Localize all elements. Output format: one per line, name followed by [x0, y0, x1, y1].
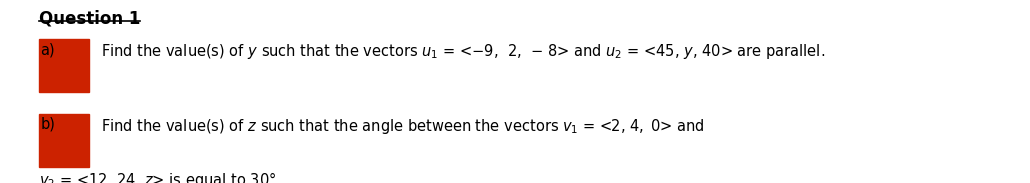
Text: Question 1: Question 1 [38, 9, 140, 27]
Bar [38, 114, 89, 167]
Text: $v_2$ = <12, 24, $z$> is equal to 30°.: $v_2$ = <12, 24, $z$> is equal to 30°. [38, 170, 280, 183]
Text: Find the value(s) of $y$ such that the vectors $u_1$ = <$-$9,  2,  $-$ 8> and $u: Find the value(s) of $y$ such that the v… [101, 42, 825, 61]
Text: a): a) [40, 42, 56, 57]
Text: b): b) [40, 117, 56, 132]
Text: Find the value(s) of $z$ such that the angle between the vectors $v_1$ = <2, 4, : Find the value(s) of $z$ such that the a… [101, 117, 705, 136]
Bar [38, 39, 89, 92]
